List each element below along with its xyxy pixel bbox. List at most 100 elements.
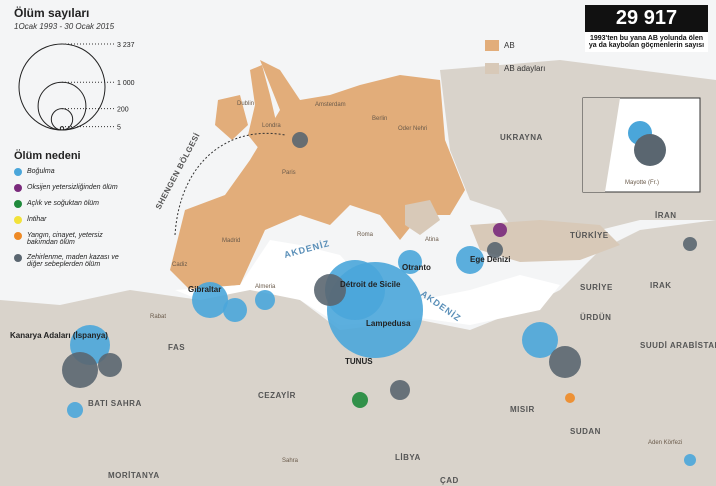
place-label: Paris — [282, 170, 296, 176]
place-label: Sahra — [282, 458, 299, 464]
cause-swatch — [14, 254, 22, 262]
bubble — [634, 134, 666, 166]
bubble — [314, 274, 346, 306]
bubble — [683, 237, 697, 251]
schengen-line — [174, 132, 286, 236]
bubbles — [62, 132, 697, 466]
place-label: SHENGEN BÖLGESİ — [154, 131, 202, 211]
map-legend: AB AB adayları — [485, 40, 545, 86]
map-legend-swatch — [485, 40, 499, 51]
place-label: SUDAN — [570, 427, 601, 436]
place-label: Berlin — [372, 116, 387, 122]
place-label: MISIR — [510, 405, 535, 414]
place-label: Kanarya Adaları (İspanya) — [10, 331, 108, 340]
land-candidate — [405, 200, 440, 235]
map-legend-item: AB — [485, 40, 545, 51]
place-label: UKRAYNA — [500, 133, 543, 142]
cause-label: Oksijen yetersizliğinden ölüm — [27, 184, 118, 191]
land-eu — [215, 95, 248, 140]
place-label: Aden Körfezi — [648, 440, 682, 446]
cause-legend: Ölüm nedeni Boğulma Oksijen yetersizliğin… — [14, 150, 134, 276]
place-label: SURİYE — [580, 283, 613, 292]
total-text: 1993'ten bu yana AB yolunda ölen ya da k… — [585, 32, 708, 52]
cause-swatch — [14, 200, 22, 208]
cause-item: Zehirlenme, maden kazası ve diğer sebepl… — [14, 254, 134, 268]
place-label: Dublin — [237, 101, 254, 107]
place-label: Atina — [425, 237, 439, 243]
place-label: Almeria — [255, 284, 276, 290]
bubble — [325, 260, 385, 320]
place-label: Cadiz — [172, 262, 187, 268]
size-label: 200 — [117, 107, 129, 114]
place-label: ÜRDÜN — [580, 313, 611, 322]
bubble — [352, 392, 368, 408]
bubble — [398, 250, 422, 274]
total-box: 29 917 1993'ten bu yana AB yolunda ölen … — [585, 5, 708, 52]
cause-label: Boğulma — [27, 168, 55, 175]
cause-item: İntihar — [14, 216, 134, 224]
cause-item: Açlık ve soğuktan ölüm — [14, 200, 134, 208]
land-eu — [248, 65, 278, 150]
place-label: Oder Nehri — [398, 126, 427, 132]
place-label: İRAN — [655, 211, 677, 220]
bubble — [493, 223, 507, 237]
bubble — [565, 393, 575, 403]
place-label: BATI SAHRA — [88, 399, 142, 408]
size-label: 3 237 — [117, 42, 135, 49]
bubble — [549, 346, 581, 378]
place-label: Roma — [357, 232, 374, 238]
place-label: Détroit de Sicile — [340, 280, 401, 289]
place-label: SUUDİ ARABİSTAN — [640, 341, 716, 350]
bubble — [255, 290, 275, 310]
place-label: FAS — [168, 343, 185, 352]
place-label: IRAK — [650, 281, 672, 290]
cause-item: Boğulma — [14, 168, 134, 176]
size-circle — [37, 81, 87, 131]
cause-item: Yangın, cinayet, yetersiz bakımdan ölüm — [14, 232, 134, 246]
cause-label: İntihar — [27, 216, 47, 223]
map-legend-label: AB — [504, 41, 515, 50]
place-label: TÜRKİYE — [570, 231, 609, 240]
place-label: LİBYA — [395, 453, 421, 462]
place-label: Gibraltar — [188, 285, 221, 294]
place-label: TUNUS — [345, 357, 373, 366]
cause-label: Zehirlenme, maden kazası ve diğer sebepl… — [27, 254, 119, 268]
place-label: Otranto — [402, 263, 431, 272]
place-label: Madrid — [222, 238, 240, 244]
bubble — [192, 282, 228, 318]
place-label: Londra — [262, 123, 281, 129]
cause-swatch — [14, 184, 22, 192]
bubble — [292, 132, 308, 148]
place-label: MORİTANYA — [108, 471, 160, 480]
bubble — [522, 322, 558, 358]
bubble — [487, 242, 503, 258]
land-eu — [170, 60, 465, 290]
bubble — [223, 298, 247, 322]
place-label: Ege Denizi — [470, 255, 510, 264]
land-candidate — [470, 220, 620, 262]
bubble — [62, 352, 98, 388]
bubble — [684, 454, 696, 466]
map-legend-label: AB adayları — [504, 64, 546, 73]
map-legend-swatch — [485, 63, 499, 74]
map-legend-item: AB adayları — [485, 63, 545, 74]
bubble — [98, 353, 122, 377]
inset-land — [583, 98, 620, 192]
place-label: ÇAD — [440, 476, 459, 485]
cause-label: Yangın, cinayet, yetersiz bakımdan ölüm — [27, 232, 103, 246]
size-label: 5 — [117, 125, 121, 132]
bubble — [456, 246, 484, 274]
place-label: Amsterdam — [315, 102, 346, 108]
cause-label: Açlık ve soğuktan ölüm — [27, 200, 99, 207]
chart-title: Ölüm sayıları — [14, 5, 89, 20]
size-circle — [59, 126, 65, 131]
place-label: CEZAYİR — [258, 391, 296, 400]
size-circle — [18, 43, 106, 131]
sea — [175, 240, 560, 325]
place-label: Lampedusa — [366, 319, 411, 328]
cause-swatch — [14, 216, 22, 224]
cause-swatch — [14, 168, 22, 176]
bubble — [390, 380, 410, 400]
